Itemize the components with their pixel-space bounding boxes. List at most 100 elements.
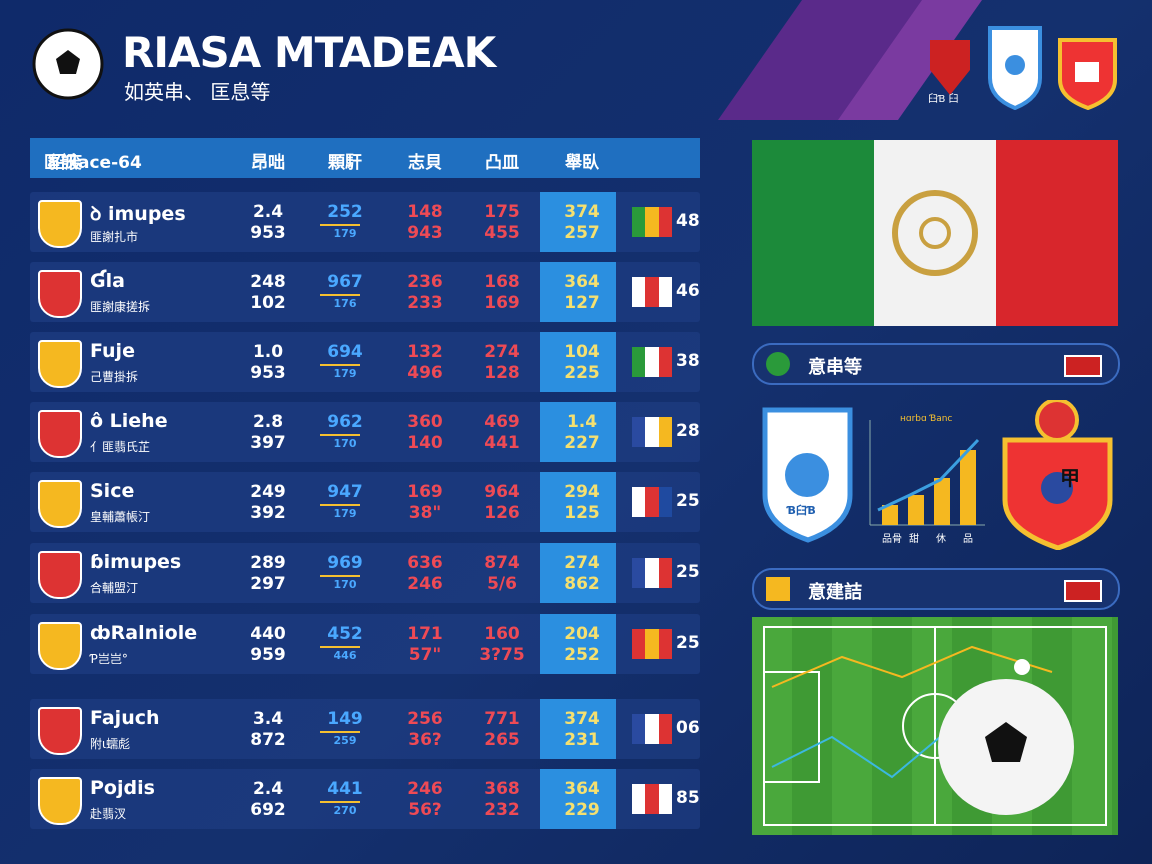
stat-value: 360	[407, 412, 443, 432]
team-logo	[38, 200, 82, 248]
column-header: 舉臥	[565, 153, 599, 173]
side-graphics	[762, 400, 1113, 550]
underline	[320, 434, 360, 436]
table-row: Pojdis 赴翡汊 2.4 692 441 270 246 56? 368 232 364 229 8…	[30, 769, 700, 829]
stat-value: 232	[484, 800, 520, 820]
stat-value: 227	[564, 433, 600, 453]
team-sub: 匪謝康搓拆	[90, 300, 151, 314]
stat-value: 953	[250, 223, 286, 243]
flag	[752, 140, 1118, 326]
table-row: ô Liehe 亻匪翡氏芷 2.8 397 962 170 360 140 469 441 1.4 2…	[30, 402, 700, 462]
row-flag	[632, 714, 672, 744]
team-logo	[38, 551, 82, 599]
shield-text: Ɓ臼Ɓ	[787, 504, 816, 517]
team-logo	[38, 480, 82, 528]
flag-number: 48	[676, 211, 700, 231]
stat-value: 169	[484, 293, 520, 313]
stat-value: 127	[564, 293, 600, 313]
table-row: ꝺ imupes 匪謝扎市 2.4 953 252 179 148 943 175 455 374 2…	[30, 192, 700, 252]
table-header: 匡訊ace-64 昂咄 顆馯 志貝 凸皿 舉臥 貂废	[30, 138, 700, 178]
stat-value: 179	[333, 227, 357, 240]
stat-value: 149	[327, 709, 363, 729]
stat-value: 496	[407, 363, 443, 383]
chart-label: 甜	[909, 534, 919, 545]
stat-value: 446	[333, 649, 357, 662]
chart-label: 品	[963, 534, 973, 545]
team-logo	[38, 340, 82, 388]
stat-value: 962	[327, 412, 363, 432]
flag-number: 25	[676, 562, 700, 582]
stat-value: 874	[484, 553, 520, 573]
stat-value: 441	[484, 433, 520, 453]
stat-value: 248	[250, 272, 286, 292]
stat-value: 943	[407, 223, 443, 243]
stat-value: 274	[564, 553, 600, 573]
stat-value: 160	[484, 624, 520, 644]
row-flag	[632, 207, 672, 237]
stat-value: 246	[407, 574, 443, 594]
stat-value: 397	[250, 433, 286, 453]
row-flag	[632, 347, 672, 377]
chart-label: 休	[936, 534, 946, 545]
stat-value: 168	[484, 272, 520, 292]
column-header: 志貝	[408, 153, 442, 173]
highlight-cell	[540, 472, 616, 532]
team-name: Fajuch	[90, 707, 160, 729]
stat-value: 231	[564, 730, 600, 750]
stat-value: 452	[327, 624, 363, 644]
stat-value: 969	[327, 553, 363, 573]
table-row: ɓimupes 合輔盟汀 289 297 969 170 636 246 874 5/6 274 86…	[30, 543, 700, 603]
team-sub: 合輔盟汀	[90, 581, 139, 595]
bar-label: 意建詰	[808, 582, 862, 603]
stat-value: 441	[327, 779, 363, 799]
row-flag	[632, 784, 672, 814]
flag-number: 06	[676, 718, 700, 738]
stat-value: 233	[407, 293, 443, 313]
team-name: ꝺ imupes	[90, 203, 186, 225]
row-flag	[632, 417, 672, 447]
stat-value: 862	[564, 574, 600, 594]
subtitle: 如英串、 匡息等	[124, 80, 271, 104]
stat-value: 455	[484, 223, 520, 243]
stat-value: 246	[407, 779, 443, 799]
field	[752, 617, 1118, 835]
stat-value: 368	[484, 779, 520, 799]
stat-value: 364	[564, 779, 600, 799]
flag-number: 28	[676, 421, 700, 441]
stat-value: 2.8	[252, 412, 284, 432]
stat-value: 148	[407, 202, 443, 222]
stat-value: 229	[564, 800, 600, 820]
stat-value: 38"	[408, 503, 442, 523]
table-row: Ɠla 匪謝康搓拆 248 102 967 176 236 233 168 169 364 127 46	[30, 262, 700, 322]
bar-label: 意串等	[808, 357, 862, 378]
stat-value: 953	[250, 363, 286, 383]
logo-caption: 臼Ɓ 臼	[928, 94, 959, 105]
stat-value: 636	[407, 553, 443, 573]
highlight-cell	[540, 332, 616, 392]
chart-title: ʜɑrbɑ Ɓanc	[900, 414, 953, 424]
chart-label: 品骨	[882, 534, 902, 545]
stat-value: 169	[407, 482, 443, 502]
highlight-cell	[540, 192, 616, 252]
stat-value: 56?	[408, 800, 442, 820]
row-flag	[632, 487, 672, 517]
team-sub: Ƥ岂岂°	[90, 652, 128, 666]
stat-value: 170	[333, 578, 357, 591]
top-logos	[930, 26, 1117, 110]
underline	[320, 646, 360, 648]
highlight-cell	[540, 402, 616, 462]
row-flag	[632, 558, 672, 588]
highlight-cell	[540, 699, 616, 759]
underline	[320, 731, 360, 733]
underline	[320, 294, 360, 296]
stat-value: 125	[564, 503, 600, 523]
stat-value: 692	[250, 800, 286, 820]
stat-value: 947	[327, 482, 363, 502]
stat-value: 176	[333, 297, 357, 310]
team-name: ȸRalniole	[90, 622, 198, 644]
team-sub: 附ɩ蠕彪	[90, 737, 131, 751]
stat-value: 132	[407, 342, 443, 362]
stat-value: 225	[564, 363, 600, 383]
stat-value: 36?	[408, 730, 442, 750]
